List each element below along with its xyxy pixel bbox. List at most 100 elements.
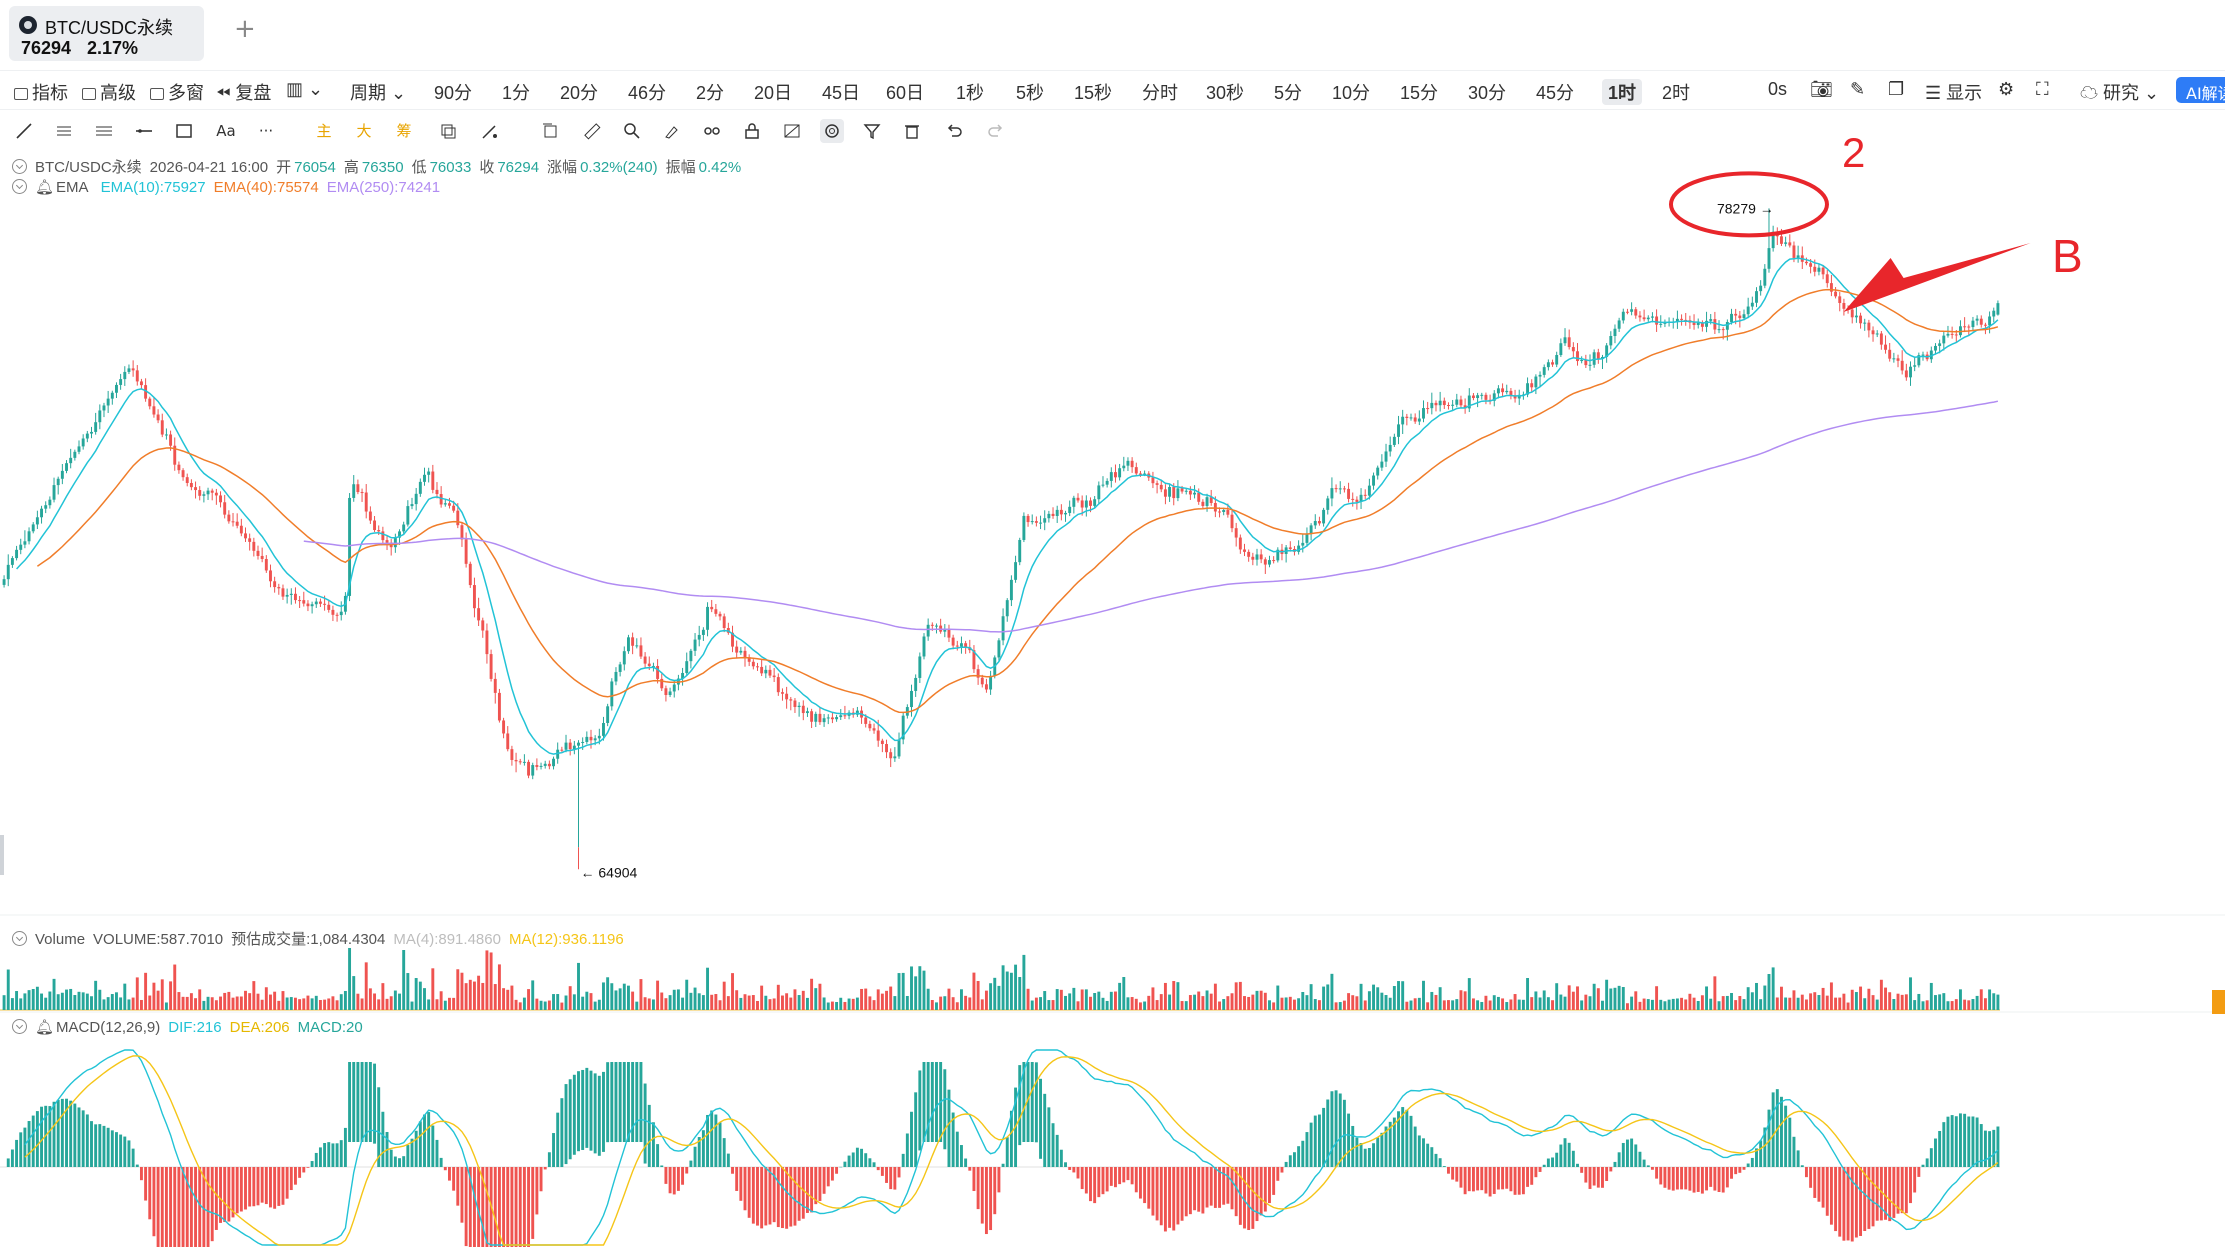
candle-body — [1584, 359, 1588, 366]
left-scroll-handle[interactable] — [0, 835, 4, 875]
candle-body — [714, 609, 718, 614]
macd-histogram-bar — [1746, 1163, 1750, 1167]
zoom-icon[interactable] — [620, 119, 644, 143]
period-1[interactable]: 90分 — [434, 83, 473, 103]
volume-bar — [1372, 984, 1376, 1010]
hide-icon[interactable] — [780, 119, 804, 143]
add-tab-button[interactable]: + — [234, 14, 256, 44]
macd-histogram-bar — [922, 1062, 926, 1142]
magnet-icon[interactable] — [478, 119, 502, 143]
fib-icon[interactable]: 筹 — [396, 122, 412, 140]
settings-gear-icon[interactable]: ⚙ — [1998, 79, 2015, 99]
collapse-icon[interactable] — [12, 931, 27, 946]
volume-bar — [1588, 996, 1592, 1010]
period-5[interactable]: 2分 — [696, 83, 725, 103]
collapse-icon[interactable] — [12, 1019, 27, 1034]
period-18[interactable]: 45分 — [1536, 83, 1575, 103]
volume-bar — [1958, 989, 1962, 1010]
period-17[interactable]: 30分 — [1468, 83, 1507, 103]
camera-icon[interactable]: 📷︎ — [1810, 79, 1833, 99]
period-4[interactable]: 46分 — [628, 83, 667, 103]
period-13[interactable]: 30秒 — [1206, 83, 1245, 103]
measure-icon[interactable] — [436, 119, 460, 143]
candle-body — [1326, 498, 1330, 510]
symbol-tab[interactable]: BTC/USDC永续 76294 2.17% — [9, 6, 204, 61]
fullscreen-icon[interactable]: ⛶ — [2036, 79, 2049, 99]
volume-bar — [277, 1000, 281, 1010]
candle-body — [110, 392, 114, 399]
big-icon[interactable]: 大 — [356, 122, 372, 140]
high-label: 高 — [343, 159, 359, 176]
main-icon[interactable]: 主 — [316, 122, 332, 140]
period-3[interactable]: 20分 — [560, 83, 599, 103]
pencil-icon[interactable]: ✎ — [1850, 79, 1866, 99]
period-6[interactable]: 20日 — [754, 83, 793, 103]
collapse-icon[interactable] — [12, 159, 27, 174]
period-11[interactable]: 15秒 — [1074, 83, 1113, 103]
copy-icon[interactable] — [538, 119, 562, 143]
trend-line-icon[interactable] — [12, 119, 36, 143]
macd-label: MACD(12,26,9) — [56, 1019, 161, 1036]
brush-icon[interactable] — [660, 119, 684, 143]
volume-bar — [106, 997, 110, 1010]
display-button[interactable]: ☰ 显示 — [1925, 83, 1983, 103]
period-10[interactable]: 5秒 — [1016, 83, 1045, 103]
period-12[interactable]: 分时 — [1142, 83, 1178, 103]
collapse-icon[interactable] — [12, 179, 27, 194]
bell-icon[interactable]: 🔔︎ — [35, 179, 55, 196]
volume-bar — [1134, 998, 1138, 1010]
visibility-icon[interactable] — [700, 119, 724, 143]
chart-type-button[interactable]: ▥ ⌄ — [286, 79, 323, 100]
period-dropdown[interactable]: 周期 ⌄ — [350, 83, 407, 103]
lock-icon[interactable] — [740, 119, 764, 143]
delete-icon[interactable] — [900, 119, 924, 143]
horizontal-lines-icon[interactable] — [92, 119, 116, 143]
rectangle-icon[interactable] — [172, 119, 196, 143]
bell-icon[interactable]: 🔔︎ — [35, 1019, 55, 1036]
advanced-button[interactable]: 高级 — [82, 79, 136, 105]
period-9[interactable]: 1秒 — [956, 83, 985, 103]
volume-bar — [947, 988, 951, 1010]
period-8[interactable]: 60日 — [886, 83, 925, 103]
macd-histogram-bar — [1675, 1167, 1679, 1190]
volume-bar — [139, 999, 143, 1010]
research-button[interactable]: ☁ 研究 ⌄ — [2080, 83, 2160, 103]
text-icon[interactable]: Aa — [216, 122, 236, 140]
replay-button[interactable]: ⏪︎ 复盘 — [216, 83, 272, 103]
volume-bar — [1451, 1000, 1455, 1010]
ruler-icon[interactable] — [580, 119, 604, 143]
period-7[interactable]: 45日 — [822, 83, 861, 103]
ray-icon[interactable] — [132, 119, 156, 143]
undo-icon[interactable] — [942, 119, 966, 143]
more-icon[interactable]: ··· — [258, 122, 274, 140]
macd-histogram-bar — [1605, 1167, 1609, 1181]
indicators-button[interactable]: 指标 — [14, 79, 68, 105]
redo-icon[interactable] — [984, 119, 1008, 143]
period-16[interactable]: 15分 — [1400, 83, 1439, 103]
period-19[interactable]: 1时 — [1602, 79, 1643, 105]
volume-bar — [1118, 982, 1122, 1010]
link-icon[interactable] — [820, 119, 844, 143]
multi-window-button[interactable]: 多窗 — [150, 79, 204, 105]
filter-icon[interactable] — [860, 119, 884, 143]
macd-histogram-bar — [1942, 1122, 1946, 1167]
macd-histogram-bar — [1076, 1167, 1080, 1179]
period-14[interactable]: 5分 — [1274, 83, 1303, 103]
period-2[interactable]: 1分 — [502, 83, 531, 103]
right-scroll-handle[interactable] — [2212, 990, 2225, 1014]
volume-bar — [110, 994, 114, 1010]
macd-histogram-bar — [65, 1098, 68, 1167]
parallel-channel-icon[interactable] — [52, 119, 76, 143]
window-icon[interactable]: ❐ — [1888, 79, 1905, 99]
volume-bar — [918, 966, 922, 1010]
ai-analysis-button[interactable]: AI解读 — [2176, 77, 2225, 103]
macd-histogram-bar — [1084, 1167, 1088, 1194]
volume-bar — [1788, 997, 1792, 1010]
macd-histogram-bar — [1284, 1161, 1288, 1167]
period-15[interactable]: 10分 — [1332, 83, 1371, 103]
candle-body — [1821, 267, 1825, 275]
candle-body — [514, 759, 518, 762]
macd-histogram-bar — [139, 1167, 143, 1181]
period-20[interactable]: 2时 — [1662, 83, 1691, 103]
